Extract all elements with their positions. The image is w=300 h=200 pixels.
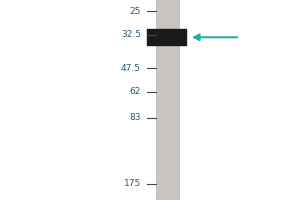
Text: 47.5: 47.5 <box>121 64 141 73</box>
Text: 25: 25 <box>130 7 141 16</box>
Bar <box>156 0 180 200</box>
Text: 32.5: 32.5 <box>121 30 141 39</box>
Text: 175: 175 <box>124 179 141 188</box>
Text: 62: 62 <box>130 87 141 96</box>
Text: 83: 83 <box>130 113 141 122</box>
